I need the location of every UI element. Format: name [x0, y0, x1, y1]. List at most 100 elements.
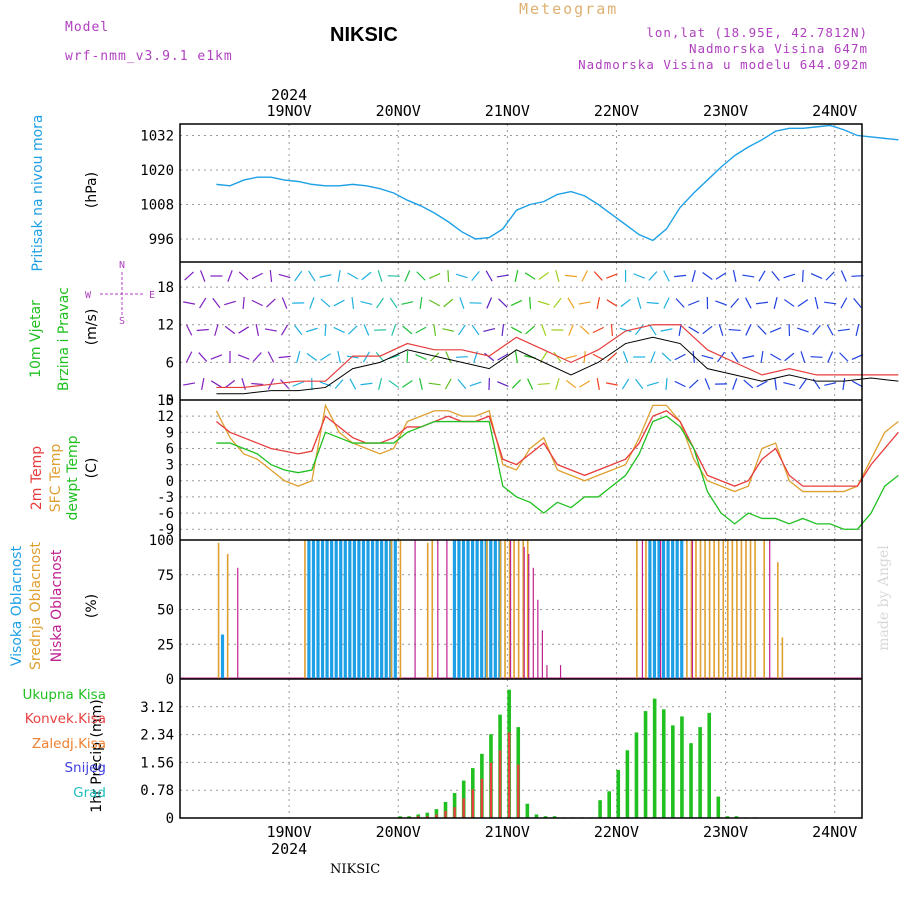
cloud-mid-bar: [708, 540, 711, 679]
wind-arrow: [607, 352, 617, 362]
legend-convective-rain: Konvek.Kisa: [24, 711, 106, 727]
wind-arrow: [660, 328, 673, 332]
wind-arrow: [294, 324, 303, 336]
wind-tick-label: 18: [157, 280, 174, 296]
cloud-low-bar: [528, 553, 530, 679]
wind-arrow: [568, 324, 574, 336]
cloud-low-bar: [532, 567, 534, 679]
temp-sfc-line: [215, 403, 899, 493]
year-label-bottom: 2024: [271, 840, 307, 858]
cloud-mid-bar: [304, 540, 306, 679]
wind-arrow: [730, 298, 740, 308]
wind-arrow: [501, 323, 505, 337]
wind-arrow: [457, 379, 467, 389]
wind-arrow: [419, 378, 423, 390]
precip-total-bar: [707, 712, 712, 818]
precip-total-bar: [434, 809, 439, 818]
wind-arrow: [360, 382, 373, 386]
model-label: Model: [65, 20, 110, 35]
wind-arrow: [635, 324, 644, 336]
wind-arrow: [842, 377, 846, 391]
cloud-mid-bar: [426, 542, 429, 679]
wind-arrow: [674, 274, 687, 278]
day-label-top: 20NOV: [376, 102, 421, 120]
cloud-tick-label: 0: [166, 672, 174, 688]
wind-arrow: [797, 299, 809, 307]
temp-tick-label: 9: [166, 425, 174, 441]
day-label-bottom: 19NOV: [267, 823, 312, 841]
cloud-mid-bar: [486, 540, 488, 679]
cloud-low-bar: [237, 567, 239, 679]
wind-arrow: [196, 328, 209, 332]
cloud-mid-bar: [713, 540, 715, 679]
wind-arrow: [292, 381, 305, 387]
wind-arrow: [388, 380, 399, 388]
wind-arrow: [333, 299, 345, 307]
cloud-mid-bar: [686, 540, 688, 679]
wind-arrow: [377, 270, 383, 282]
wind-arrow: [826, 324, 834, 336]
cloud-mid-bar: [399, 540, 402, 679]
wind-arrow: [455, 356, 468, 358]
wind-arrow: [198, 352, 208, 362]
precip-total-bar: [725, 816, 730, 818]
wind-arrow: [278, 273, 291, 279]
cloud-high-bar: [452, 540, 456, 679]
wind-arrow: [497, 381, 509, 387]
wind-arrow: [730, 351, 739, 363]
wind-arrow: [309, 297, 315, 309]
wind-arrow: [606, 299, 618, 307]
wind-arrow: [308, 270, 316, 282]
cloud-high-bar: [380, 540, 384, 679]
wind-arrow: [483, 327, 496, 333]
precip-total-bar: [671, 725, 675, 818]
wind-arrow: [621, 378, 630, 390]
wind-arrow: [237, 354, 250, 360]
day-label-bottom: 23NOV: [703, 823, 748, 841]
wind-arrow: [840, 297, 848, 309]
wind-arrow: [401, 301, 414, 305]
precip-convective-bar: [507, 732, 511, 818]
wind-tick-label: 6: [166, 355, 174, 371]
wind-arrow: [742, 274, 755, 278]
wind-arrow: [593, 271, 603, 281]
wind-arrow: [555, 378, 560, 390]
precip-convective-bar: [444, 810, 447, 818]
cloud-high-bar: [652, 540, 657, 679]
precip-total-bar: [625, 750, 630, 818]
wind-arrow: [319, 381, 332, 387]
wind-arrow: [529, 296, 532, 310]
wind-arrow: [185, 324, 193, 336]
wind-arrow: [266, 298, 276, 308]
precip-total-bar: [661, 709, 666, 818]
wind-arrow: [510, 299, 523, 307]
precip-total-bar: [398, 816, 402, 818]
precip-total-bar: [607, 791, 611, 818]
cloud-mid-bar: [731, 540, 734, 679]
wind-arrow: [687, 300, 700, 306]
wind-arrow: [757, 325, 767, 335]
cloud-mid-bar: [526, 540, 529, 679]
wind-arrow: [579, 380, 591, 388]
cloud-high-bar: [330, 540, 334, 679]
wind-arrow: [200, 377, 205, 391]
wind-arrow: [701, 354, 714, 360]
wind-arrow: [744, 297, 752, 309]
wind-arrow: [456, 273, 468, 279]
wind-arrow: [525, 325, 536, 335]
precip-tick-label: 0.78: [140, 783, 174, 799]
wind-arrow: [661, 352, 672, 362]
wind-arrow: [484, 352, 495, 362]
wind-arrow: [360, 300, 373, 306]
wind-arrow: [210, 354, 223, 360]
wind-arrow: [415, 354, 427, 360]
cloud-mid-bar: [722, 540, 725, 679]
cloud-high-bar: [320, 540, 325, 679]
wind-arrow: [496, 274, 509, 278]
cloud-high-bar: [457, 540, 461, 679]
precip-total-bar: [552, 816, 557, 818]
cloud-mid-bar: [699, 540, 702, 679]
wind-arrow: [606, 273, 618, 279]
wind-arrow: [433, 323, 437, 337]
